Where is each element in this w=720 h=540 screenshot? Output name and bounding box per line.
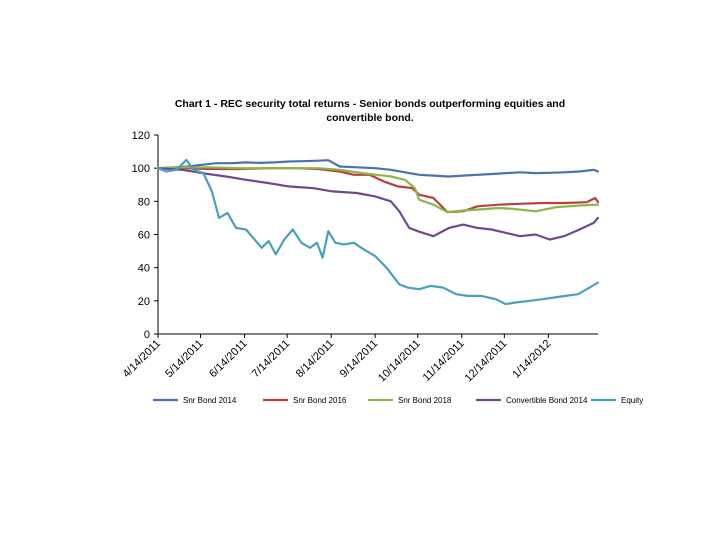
legend-label: Equity (621, 396, 643, 405)
x-tick-label: 8/14/2011 (294, 338, 337, 381)
y-tick-label: 20 (138, 296, 150, 308)
series-line-snr-bond-2014 (156, 159, 600, 178)
x-tick-label: 9/14/2011 (338, 338, 381, 381)
x-tick-label: 7/14/2011 (250, 338, 293, 381)
series-lines (156, 158, 600, 306)
y-tick-label: 100 (132, 163, 150, 175)
series-line-convertible-bond-2014 (156, 167, 600, 241)
y-tick-label: 80 (138, 196, 150, 208)
chart-title-line-2: convertible bond. (326, 112, 414, 124)
chart-title-line-1: Chart 1 - REC security total returns - S… (174, 98, 566, 110)
y-tick-labels: 0 20 40 60 80 100 120 (132, 130, 150, 341)
axes (154, 134, 598, 338)
series-line-equity (156, 158, 600, 306)
x-tick-label: 5/14/2011 (163, 338, 206, 381)
legend-label: Snr Bond 2016 (293, 396, 347, 405)
y-tick-label: 60 (138, 230, 150, 242)
legend-label: Snr Bond 2014 (183, 396, 237, 405)
y-tick-label: 120 (132, 130, 150, 142)
x-tick-label: 6/14/2011 (207, 338, 250, 381)
legend-label: Snr Bond 2018 (398, 396, 452, 405)
x-tick-label: 1/14/2012 (510, 338, 553, 381)
series-line-snr-bond-2018 (156, 166, 600, 214)
chart-title: Chart 1 - REC security total returns - S… (130, 97, 610, 125)
y-tick-label: 0 (144, 329, 150, 341)
x-tick-label: 4/14/2011 (121, 338, 164, 381)
x-tick-label: 12/14/2011 (463, 338, 510, 385)
y-tick-label: 40 (138, 263, 150, 275)
legend-label: Convertible Bond 2014 (506, 396, 588, 405)
x-tick-label: 11/14/2011 (421, 338, 467, 384)
x-tick-label: 10/14/2011 (376, 338, 423, 385)
legend: Snr Bond 2014 Snr Bond 2016 Snr Bond 2018 C… (153, 396, 643, 405)
x-tick-labels: 4/14/2011 5/14/2011 6/14/2011 7/14/2011 8/14… (121, 338, 554, 385)
